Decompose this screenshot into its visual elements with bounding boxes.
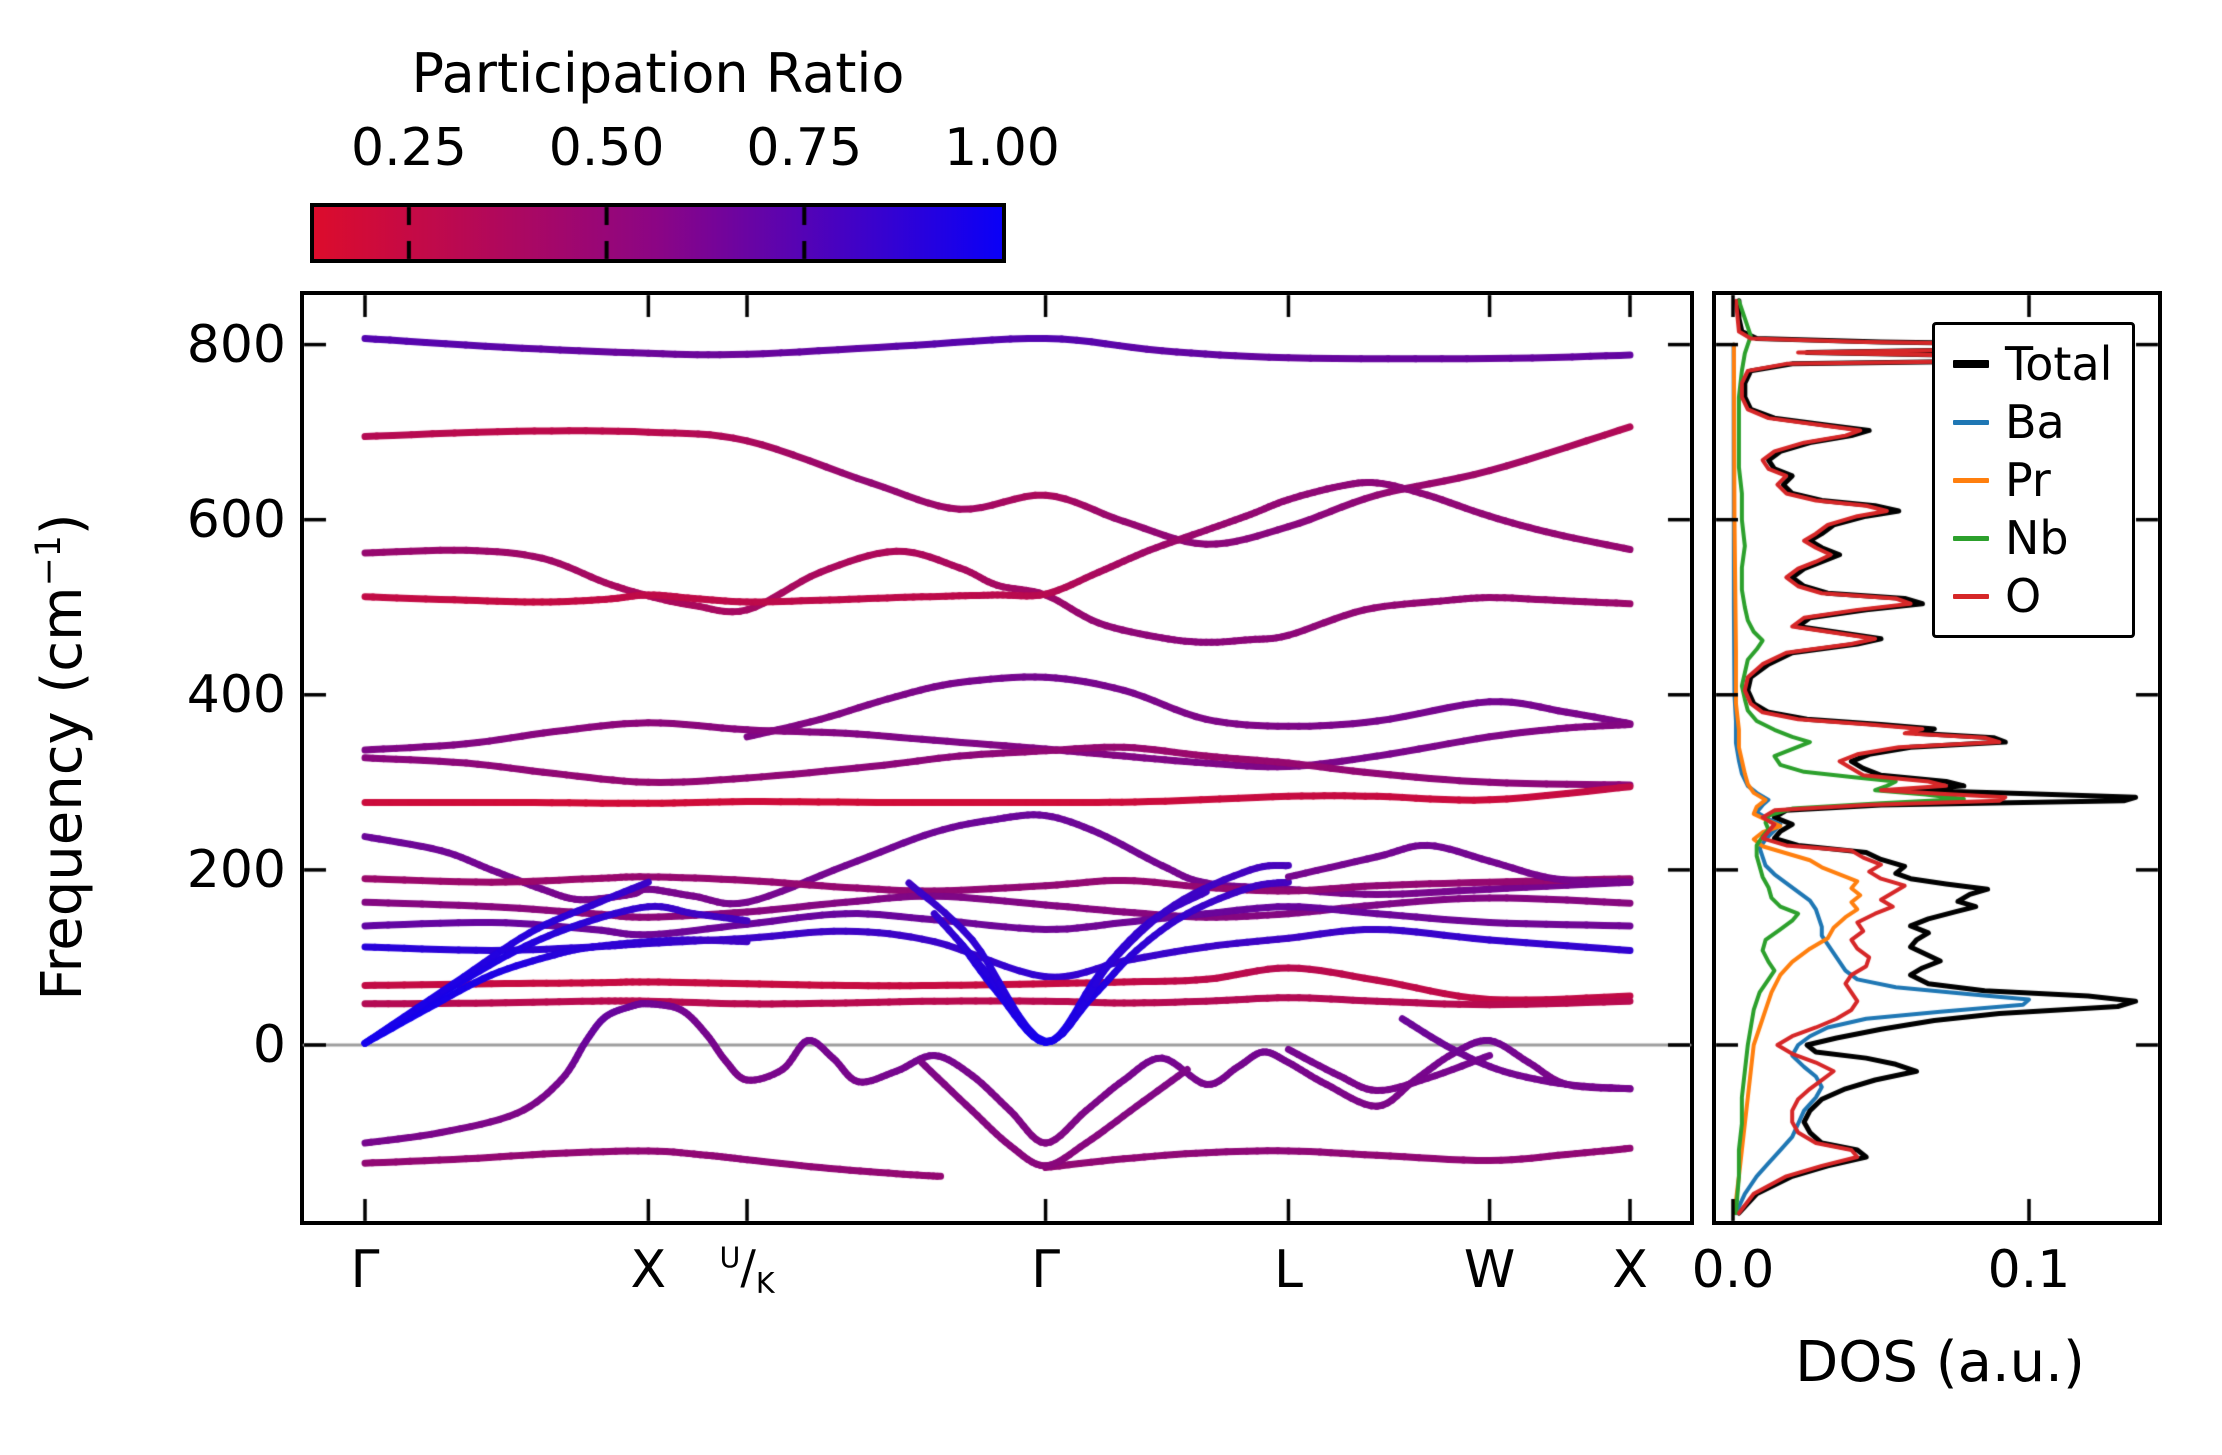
x-tick-label-part: U	[719, 1241, 741, 1275]
x-tick-label: U/K	[719, 1240, 774, 1300]
legend-entry: O	[1953, 573, 2112, 619]
legend-label: Pr	[2005, 453, 2051, 507]
colorbar-tick-label: 0.75	[746, 118, 863, 178]
legend-line-sample	[1953, 477, 1989, 483]
colorbar-tick-label: 0.25	[351, 118, 467, 178]
x-tick-label: L	[1273, 1240, 1303, 1300]
legend-line-sample	[1953, 535, 1989, 541]
legend-entry: Nb	[1953, 515, 2112, 561]
legend-label: Nb	[2005, 511, 2069, 565]
y-tick-label: 400	[186, 664, 286, 725]
x-tick-label: W	[1463, 1240, 1516, 1300]
legend-line-sample	[1953, 360, 1989, 368]
x-tick-label: Γ	[350, 1240, 380, 1300]
legend-label: O	[2005, 569, 2042, 623]
colorbar-title: Participation Ratio	[411, 42, 905, 105]
colorbar-tick-label: 1.00	[944, 118, 1060, 178]
y-tick-label: 600	[186, 489, 286, 550]
legend-entry: Pr	[1953, 457, 2112, 503]
dos-tick-label: 0.0	[1691, 1240, 1775, 1300]
y-axis-label: Frequency (cm−1)	[29, 513, 95, 1000]
band-structure-panel	[300, 291, 1694, 1225]
x-tick-label: X	[630, 1240, 667, 1300]
y-axis-label-base: Frequency (cm	[29, 586, 95, 1001]
dos-legend: Total Ba Pr Nb O	[1932, 322, 2136, 638]
legend-line-sample	[1953, 419, 1989, 425]
x-tick-label: X	[1612, 1240, 1648, 1300]
x-tick-label-part: K	[755, 1266, 775, 1300]
y-axis-label-exponent: −1	[29, 535, 70, 587]
dos-axis-label: DOS (a.u.)	[1795, 1330, 2085, 1395]
y-axis-label-close: )	[29, 513, 95, 536]
legend-label: Total	[2005, 337, 2113, 391]
x-tick-label-part: /	[740, 1240, 756, 1294]
x-tick-label: Γ	[1031, 1240, 1061, 1300]
legend-entry: Total	[1953, 341, 2112, 387]
legend-entry: Ba	[1953, 399, 2112, 445]
colorbar	[310, 203, 1006, 263]
colorbar-tick-label: 0.50	[548, 118, 665, 178]
y-tick-label: 0	[252, 1015, 286, 1075]
legend-label: Ba	[2005, 395, 2065, 449]
y-tick-label: 800	[186, 314, 286, 375]
y-tick-label: 200	[186, 839, 286, 900]
legend-line-sample	[1953, 593, 1989, 599]
dos-tick-label: 0.1	[1987, 1240, 2071, 1300]
